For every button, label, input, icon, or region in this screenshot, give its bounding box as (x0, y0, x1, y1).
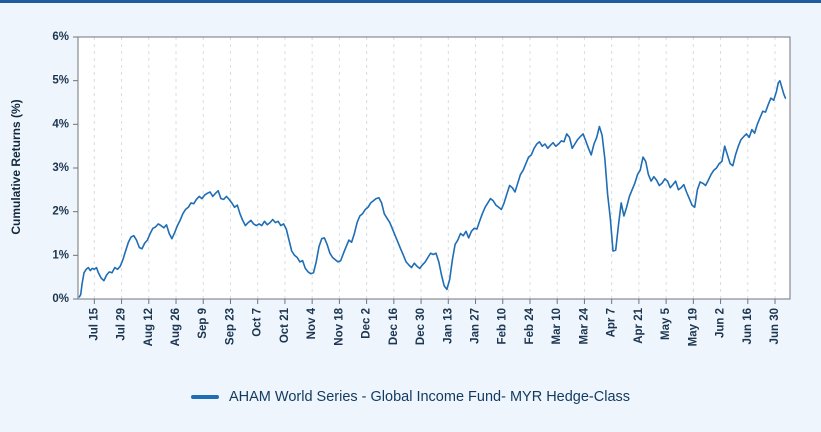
svg-text:Nov 4: Nov 4 (306, 307, 318, 339)
svg-text:Dec 16: Dec 16 (388, 308, 400, 345)
svg-text:Jul 29: Jul 29 (116, 308, 128, 341)
svg-text:5%: 5% (52, 75, 69, 87)
svg-text:Jun 30: Jun 30 (769, 308, 781, 344)
chart-legend: AHAM World Series - Global Income Fund- … (0, 389, 821, 405)
svg-text:Jun 2: Jun 2 (715, 308, 727, 338)
svg-text:Oct 21: Oct 21 (279, 307, 291, 343)
svg-text:Apr 7: Apr 7 (606, 308, 618, 337)
svg-text:3%: 3% (52, 162, 69, 174)
svg-text:1%: 1% (52, 249, 69, 261)
svg-text:0%: 0% (52, 293, 69, 305)
line-chart-plot[interactable]: 0% 1% 2% 3% 4% 5% 6% Jul 15 Jul 29 Aug 12 Aug 26 Se… (0, 3, 821, 373)
svg-text:Apr 21: Apr 21 (633, 307, 645, 343)
svg-text:Dec 30: Dec 30 (415, 308, 427, 345)
svg-text:6%: 6% (52, 31, 69, 43)
svg-text:Feb 24: Feb 24 (524, 307, 536, 344)
svg-text:May 5: May 5 (660, 307, 672, 340)
svg-text:Jul 15: Jul 15 (88, 307, 100, 340)
svg-text:Feb 10: Feb 10 (497, 308, 509, 344)
svg-text:Jun 16: Jun 16 (742, 308, 754, 344)
svg-text:Jan 13: Jan 13 (442, 308, 454, 344)
svg-text:Oct 7: Oct 7 (252, 308, 264, 337)
svg-text:Aug 26: Aug 26 (170, 308, 182, 346)
svg-text:Sep 9: Sep 9 (197, 308, 209, 339)
svg-text:2%: 2% (52, 206, 69, 218)
svg-text:Jan 27: Jan 27 (470, 308, 482, 344)
legend-item-fund[interactable]: AHAM World Series - Global Income Fund- … (190, 389, 631, 405)
svg-text:Dec 2: Dec 2 (361, 308, 373, 339)
svg-text:Mar 24: Mar 24 (578, 307, 590, 344)
svg-text:Nov 18: Nov 18 (333, 307, 345, 345)
svg-text:Sep 23: Sep 23 (224, 308, 236, 345)
svg-text:Aug 12: Aug 12 (143, 308, 155, 346)
legend-label: AHAM World Series - Global Income Fund- … (228, 389, 631, 405)
svg-text:May 19: May 19 (687, 308, 699, 346)
svg-text:4%: 4% (52, 118, 69, 130)
legend-line-swatch (190, 395, 219, 399)
y-axis-title: Cumulative Returns (%) (9, 99, 23, 235)
svg-text:Mar 10: Mar 10 (551, 308, 563, 344)
